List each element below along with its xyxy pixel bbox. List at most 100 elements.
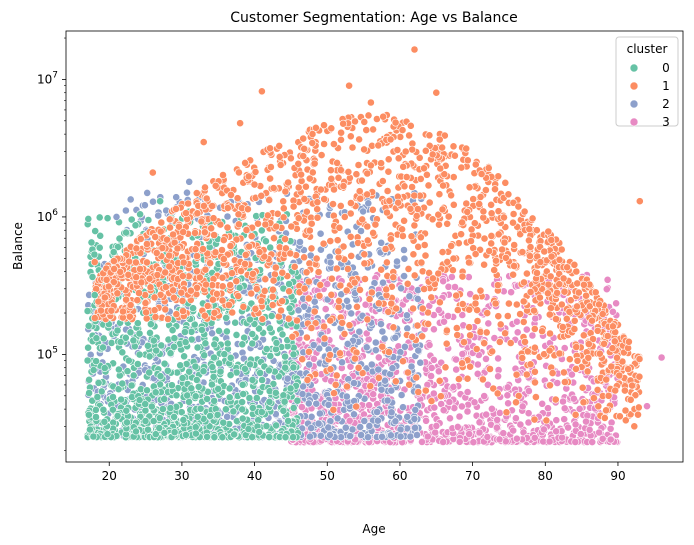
scatter-point-cluster-1 [608,344,617,353]
scatter-point-cluster-1 [478,375,487,384]
scatter-point-cluster-0 [281,433,290,442]
scatter-point-cluster-1 [362,126,371,135]
scatter-point-cluster-0 [145,352,154,361]
scatter-point-cluster-0 [258,376,266,384]
scatter-point-cluster-1 [398,126,407,135]
scatter-point-cluster-0 [226,371,235,379]
scatter-point-cluster-1 [166,223,174,232]
scatter-point-cluster-1 [452,324,461,332]
scatter-point-cluster-1 [634,410,642,419]
scatter-point-cluster-0 [281,352,289,361]
scatter-point-cluster-2 [298,390,307,398]
scatter-point-cluster-1 [427,397,436,405]
scatter-point-cluster-1 [363,169,372,178]
scatter-point-cluster-0 [199,367,208,376]
scatter-point-cluster-3 [540,425,548,434]
scatter-point-cluster-0 [127,381,136,390]
scatter-point-cluster-0 [122,228,130,237]
scatter-point-cluster-1 [624,365,632,374]
scatter-point-cluster-0 [180,328,189,336]
scatter-point-cluster-1 [135,289,143,297]
scatter-point-cluster-0 [135,350,144,359]
scatter-point-cluster-3 [544,404,552,413]
scatter-point-cluster-1 [480,234,489,243]
scatter-point-cluster-1 [330,389,338,398]
scatter-point-cluster-1 [536,293,544,302]
scatter-point-cluster-1 [418,267,427,276]
scatter-point-cluster-3 [463,407,472,416]
scatter-point-cluster-0 [155,424,164,432]
scatter-point-cluster-1 [493,389,502,398]
scatter-point-cluster-2 [355,327,364,336]
scatter-point-cluster-0 [284,416,292,425]
scatter-point-cluster-2 [414,346,423,355]
scatter-point-cluster-1 [361,275,369,283]
scatter-point-cluster-1 [545,310,554,319]
scatter-point-cluster-1 [241,250,250,259]
scatter-point-cluster-3 [518,402,527,411]
scatter-point-cluster-3 [365,401,373,410]
scatter-point-cluster-1 [544,280,553,289]
scatter-point-cluster-1 [572,343,581,351]
scatter-point-cluster-1 [405,380,414,389]
scatter-point-cluster-1 [420,164,428,173]
scatter-point-cluster-1 [520,207,529,216]
scatter-point-cluster-2 [183,188,191,197]
scatter-point-cluster-0 [109,405,117,414]
scatter-point-cluster-1 [408,183,416,191]
scatter-point-cluster-0 [84,214,93,223]
scatter-point-cluster-1 [369,125,377,134]
scatter-point-cluster-3 [309,354,318,363]
scatter-point-cluster-1 [469,195,478,203]
scatter-point-cluster-0 [113,411,122,420]
scatter-point-cluster-1 [366,161,375,170]
scatter-point-cluster-2 [365,422,374,430]
scatter-point-cluster-0 [279,391,288,400]
scatter-point-cluster-0 [183,391,192,400]
scatter-point-cluster-1 [241,259,249,268]
scatter-point-cluster-1 [314,268,323,276]
scatter-point-cluster-1 [277,306,285,315]
scatter-point-cluster-1 [542,416,551,425]
scatter-point-cluster-0 [264,366,273,375]
scatter-point-cluster-1 [142,308,150,317]
scatter-point-cluster-1 [353,302,361,311]
scatter-point-cluster-0 [155,414,164,422]
scatter-point-cluster-1 [352,170,361,179]
scatter-point-cluster-1 [435,376,444,385]
scatter-point-cluster-0 [280,397,289,406]
scatter-point-cluster-0 [222,327,231,336]
scatter-point-cluster-1 [453,331,462,339]
scatter-point-cluster-3 [503,383,512,392]
scatter-point-cluster-0 [107,338,116,347]
scatter-point-cluster-0 [201,339,210,348]
scatter-point-cluster-0 [129,336,138,345]
scatter-point-cluster-2 [143,188,152,197]
scatter-point-cluster-1 [308,138,317,147]
scatter-point-cluster-2 [387,408,396,417]
scatter-point-cluster-1 [463,374,472,383]
scatter-point-cluster-1 [583,367,592,376]
scatter-point-cluster-1 [502,408,511,417]
scatter-point-cluster-0 [223,339,232,348]
scatter-point-cluster-1 [512,370,521,379]
scatter-point-cluster-3 [457,402,466,411]
scatter-point-cluster-0 [209,372,218,381]
scatter-point-cluster-0 [231,318,240,327]
scatter-point-cluster-1 [526,360,535,369]
scatter-point-cluster-0 [193,343,202,352]
scatter-point-cluster-0 [163,366,172,375]
scatter-point-cluster-0 [252,394,261,402]
scatter-point-cluster-0 [147,402,156,411]
scatter-point-cluster-1 [427,293,436,302]
scatter-point-cluster-2 [377,320,385,328]
scatter-point-cluster-2 [379,278,387,287]
scatter-point-cluster-1 [449,254,458,263]
scatter-point-cluster-3 [434,367,443,376]
scatter-point-cluster-1 [504,299,513,308]
scatter-point-cluster-2 [172,193,181,202]
scatter-point-cluster-1 [523,269,531,278]
scatter-point-cluster-1 [475,200,484,208]
scatter-point-cluster-2 [347,309,356,318]
scatter-point-cluster-0 [84,343,92,352]
